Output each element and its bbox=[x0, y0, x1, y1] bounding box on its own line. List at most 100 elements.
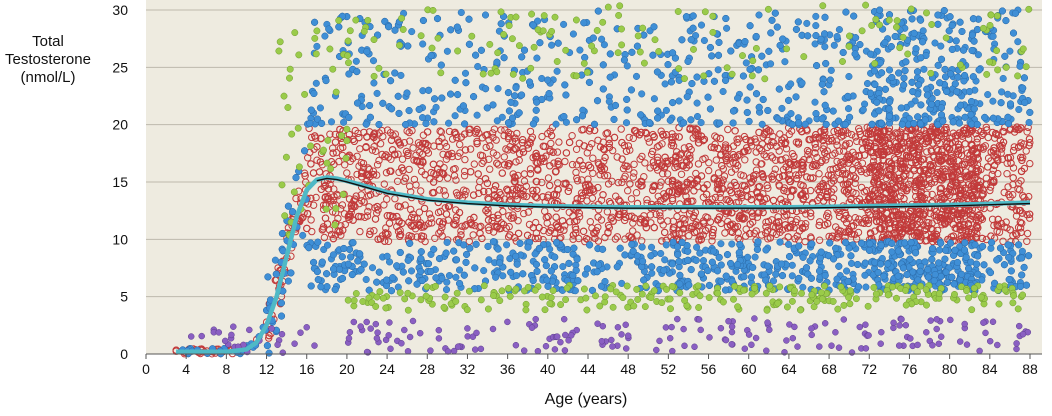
blue-point bbox=[284, 277, 292, 285]
red-point bbox=[713, 216, 722, 224]
red-point bbox=[335, 157, 343, 166]
red-point bbox=[681, 216, 689, 224]
red-point bbox=[637, 128, 645, 137]
blue-point bbox=[778, 104, 786, 112]
red-point bbox=[617, 125, 625, 133]
red-point bbox=[309, 201, 318, 209]
red-point bbox=[539, 193, 547, 201]
red-point bbox=[409, 210, 417, 218]
red-point bbox=[747, 195, 755, 204]
blue-point bbox=[662, 241, 670, 249]
red-point bbox=[609, 217, 617, 225]
red-point bbox=[465, 129, 474, 137]
red-point bbox=[372, 147, 380, 156]
red-point bbox=[420, 223, 428, 231]
red-point bbox=[937, 210, 946, 219]
red-point bbox=[327, 230, 336, 239]
red-point bbox=[646, 164, 654, 172]
red-point bbox=[999, 138, 1008, 146]
red-point bbox=[421, 237, 429, 246]
red-point bbox=[410, 214, 419, 222]
red-point bbox=[592, 227, 600, 235]
red-point bbox=[1000, 188, 1008, 197]
red-point bbox=[555, 138, 563, 146]
red-point bbox=[442, 210, 451, 218]
red-point bbox=[936, 213, 945, 222]
red-point bbox=[484, 209, 492, 217]
red-point bbox=[961, 184, 969, 192]
red-point bbox=[329, 234, 338, 243]
red-point bbox=[490, 186, 498, 194]
red-point bbox=[382, 151, 390, 159]
red-point bbox=[329, 196, 338, 205]
blue-point bbox=[699, 257, 708, 265]
red-point bbox=[674, 182, 683, 190]
red-point bbox=[853, 137, 861, 146]
red-point bbox=[398, 155, 407, 163]
red-point bbox=[823, 190, 831, 199]
red-point bbox=[394, 150, 402, 158]
blue-point bbox=[407, 267, 416, 275]
red-point bbox=[621, 172, 629, 180]
red-point bbox=[878, 215, 886, 223]
red-point bbox=[759, 133, 767, 141]
red-point bbox=[656, 182, 664, 190]
red-point bbox=[894, 134, 903, 142]
red-point bbox=[992, 129, 1000, 138]
red-point bbox=[394, 202, 402, 211]
red-point bbox=[444, 150, 453, 159]
red-point bbox=[877, 145, 885, 154]
red-point bbox=[820, 142, 828, 150]
red-point bbox=[510, 177, 518, 186]
red-point bbox=[973, 182, 982, 190]
red-point bbox=[750, 172, 758, 180]
red-point bbox=[390, 150, 399, 159]
red-point bbox=[961, 129, 970, 137]
red-point bbox=[793, 174, 801, 183]
red-point bbox=[533, 194, 541, 202]
red-point bbox=[1009, 146, 1018, 155]
red-point bbox=[568, 132, 576, 140]
red-point bbox=[737, 171, 745, 179]
red-point bbox=[1014, 143, 1023, 151]
red-point bbox=[423, 128, 432, 136]
red-point bbox=[830, 127, 838, 136]
red-point bbox=[753, 189, 762, 197]
blue-point bbox=[811, 98, 819, 106]
y-axis-title-line-3: (nmol/L) bbox=[20, 69, 76, 86]
red-point bbox=[811, 149, 819, 157]
red-point bbox=[933, 137, 941, 145]
red-point bbox=[960, 220, 968, 228]
red-point bbox=[812, 144, 820, 152]
red-point bbox=[625, 212, 633, 221]
red-point bbox=[485, 155, 493, 164]
red-point bbox=[904, 221, 912, 229]
red-point bbox=[511, 178, 519, 186]
blue-point bbox=[397, 71, 405, 79]
red-point bbox=[417, 235, 425, 243]
red-point bbox=[345, 215, 353, 224]
red-point bbox=[641, 159, 649, 167]
red-point bbox=[1017, 177, 1025, 185]
red-point bbox=[371, 215, 380, 223]
red-point bbox=[588, 140, 596, 148]
red-point bbox=[415, 208, 424, 216]
red-point bbox=[910, 166, 918, 175]
red-point bbox=[928, 190, 936, 199]
red-point bbox=[891, 219, 900, 227]
red-point bbox=[836, 176, 845, 184]
red-point bbox=[917, 233, 925, 241]
red-point bbox=[571, 223, 580, 231]
red-point bbox=[860, 135, 869, 143]
red-point bbox=[833, 126, 842, 135]
red-point bbox=[579, 227, 588, 236]
red-point bbox=[476, 177, 484, 186]
red-point bbox=[692, 218, 700, 226]
red-point bbox=[581, 237, 589, 246]
red-point bbox=[964, 228, 973, 236]
red-point bbox=[1007, 159, 1015, 167]
red-point bbox=[775, 182, 784, 190]
red-point bbox=[821, 149, 829, 157]
red-point bbox=[435, 137, 443, 146]
red-point bbox=[663, 170, 672, 178]
